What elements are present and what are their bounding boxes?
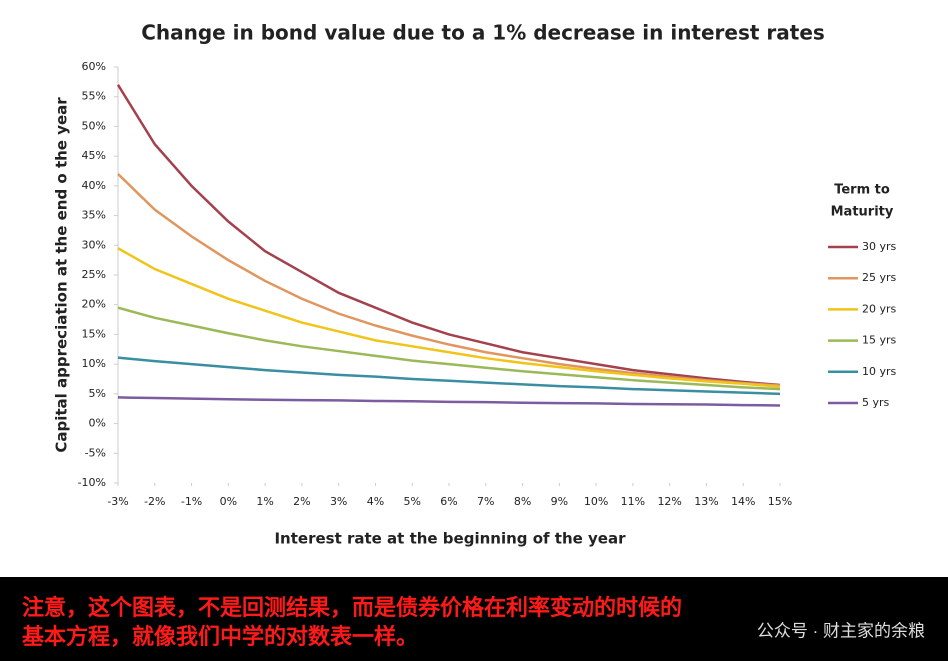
- x-tick-label: 8%: [514, 495, 531, 508]
- y-tick-label: 60%: [82, 60, 106, 73]
- x-tick-label: 7%: [477, 495, 494, 508]
- y-tick-label: 15%: [82, 327, 106, 340]
- x-tick-label: 4%: [367, 495, 384, 508]
- caption-line: 基本方程，就像我们中学的对数表一样。: [22, 624, 418, 649]
- legend-label: 30 yrs: [862, 240, 897, 253]
- footer-handle: 公众号 · 财主家的余粮: [757, 621, 925, 640]
- y-tick-label: -10%: [78, 476, 106, 489]
- series-line: [117, 306, 781, 391]
- x-tick-label: 3%: [330, 495, 347, 508]
- x-tick-label: 12%: [657, 495, 681, 508]
- chart-title: Change in bond value due to a 1% decreas…: [141, 21, 825, 45]
- x-tick-label: 5%: [403, 495, 420, 508]
- x-tick-label: 10%: [584, 495, 608, 508]
- x-tick-label: -1%: [181, 495, 202, 508]
- legend-title: Term to: [834, 183, 890, 198]
- chart-background: [0, 0, 948, 577]
- y-tick-label: 45%: [82, 149, 106, 162]
- series-line: [117, 247, 781, 388]
- y-tick-label: -5%: [85, 446, 106, 459]
- x-tick-label: 1%: [256, 495, 273, 508]
- y-tick-label: 25%: [82, 268, 106, 281]
- x-tick-label: 0%: [220, 495, 237, 508]
- legend-label: 20 yrs: [862, 302, 897, 315]
- x-tick-label: 9%: [551, 495, 568, 508]
- legend-label: 5 yrs: [862, 396, 890, 409]
- y-tick-label: 10%: [82, 357, 106, 370]
- series-line: [117, 356, 781, 396]
- y-tick-label: 35%: [82, 209, 106, 222]
- y-tick-label: 5%: [89, 387, 106, 400]
- x-tick-label: 2%: [293, 495, 310, 508]
- x-tick-label: 13%: [694, 495, 718, 508]
- y-tick-label: 40%: [82, 179, 106, 192]
- x-axis-label: Interest rate at the beginning of the ye…: [274, 530, 626, 548]
- y-tick-label: 50%: [82, 119, 106, 132]
- x-tick-label: 11%: [621, 495, 645, 508]
- caption-line: 注意，这个图表，不是回测结果，而是债券价格在利率变动的时候的: [22, 595, 682, 620]
- legend-label: 15 yrs: [862, 334, 897, 347]
- x-tick-label: -2%: [144, 495, 165, 508]
- x-tick-label: 14%: [731, 495, 755, 508]
- caption-background: [0, 577, 948, 661]
- series-line: [116, 84, 781, 387]
- legend-title: Maturity: [831, 205, 894, 220]
- y-tick-label: 0%: [89, 417, 106, 430]
- y-tick-label: 55%: [82, 90, 106, 103]
- series-line: [117, 173, 781, 387]
- y-tick-label: 30%: [82, 238, 106, 251]
- series-line: [117, 396, 781, 407]
- y-tick-label: 20%: [82, 298, 106, 311]
- x-tick-label: 6%: [440, 495, 457, 508]
- x-tick-label: -3%: [107, 495, 128, 508]
- x-tick-label: 15%: [768, 495, 792, 508]
- legend-label: 25 yrs: [862, 271, 897, 284]
- y-axis-label: Capital appreciation at the end o the ye…: [53, 97, 71, 453]
- legend-label: 10 yrs: [862, 365, 897, 378]
